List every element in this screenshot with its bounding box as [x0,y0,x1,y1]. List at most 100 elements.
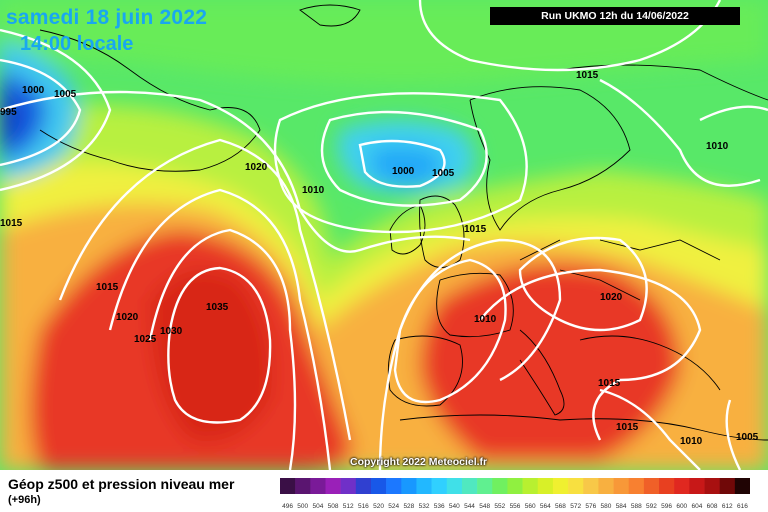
scale-swatch [446,478,463,494]
isobar-1030 [148,228,297,470]
scale-label: 552 [494,503,505,510]
scale-label: 584 [616,503,627,510]
balkans-coast [579,335,721,391]
scale-label: 572 [570,503,581,510]
scale-swatch [477,478,493,494]
isobar-1010-russia [599,78,761,187]
isobar-1035 [167,266,272,424]
legend-title: Géop z500 et pression niveau mer [8,476,235,492]
scale-swatch [522,478,539,494]
scale-label: 616 [737,503,748,510]
scale-label: 524 [388,503,399,510]
scale-label: 576 [585,503,596,510]
scale-label: 508 [328,503,339,510]
scale-label: 516 [358,503,369,510]
scale-swatch [628,478,645,494]
scale-label: 548 [479,503,490,510]
scale-label: 612 [722,503,733,510]
scale-label: 532 [419,503,430,510]
scale-label: 512 [343,503,354,510]
scale-swatch [507,478,523,494]
color-scale: 496 500 504 508 512 516 520 524 528 532 536 540 544 5… [280,478,750,510]
isobar-label: 1015 [598,378,621,389]
scale-label: 568 [555,503,566,510]
isobar-greenland-1005 [0,28,112,192]
isobar-greenland-1000 [0,58,82,167]
forecast-time: 14:00 locale [20,33,134,55]
isobar-russia-north [699,105,768,122]
scale-swatch [674,478,690,494]
isobar-label: 995 [0,107,17,118]
scale-swatch [325,478,341,494]
scale-swatch [295,478,311,494]
field-red-east [420,264,680,460]
scale-swatch [659,478,675,494]
isobar-label: 1030 [160,326,183,337]
isobar-labels: 995 1000 1005 1020 1010 1000 1005 1015 1… [0,70,759,447]
scale-swatch [355,478,372,494]
isobar-label: 1015 [576,70,599,81]
isobar-1025 [108,188,332,470]
isobar-label: 1010 [680,436,703,447]
scale-label: 580 [601,503,612,510]
scale-label: 520 [373,503,384,510]
isobar-label: 1025 [134,334,157,345]
isobar-north-1015 [418,0,722,72]
scale-swatch [583,478,599,494]
field-red-core [150,268,272,442]
geopotential-fields [0,0,768,470]
scale-label: 536 [434,503,445,510]
scale-label: 496 [282,503,293,510]
isobar-1020 [58,138,352,441]
isobar-1010-france [393,258,507,404]
scale-swatch [719,478,736,494]
scale-swatch [431,478,448,494]
scale-label: 540 [449,503,460,510]
scale-label: 596 [661,503,672,510]
scale-label: 528 [403,503,414,510]
britain-coast [419,195,465,268]
scandinavia-coast [469,86,631,231]
isobar-label: 1015 [616,422,639,433]
scale-swatch [734,478,750,494]
scale-swatch [568,478,584,494]
scale-label: 500 [297,503,308,510]
legend-subtitle: (+96h) [8,494,41,506]
scale-swatch [689,478,705,494]
run-info-badge: Run UKMO 12h du 14/06/2022 [490,7,740,25]
scale-label: 592 [646,503,657,510]
isobar-1005-east [725,399,742,470]
scale-swatch [340,478,357,494]
isobar-label: 1020 [600,292,623,303]
scale-swatch [704,478,720,494]
scale-swatch [598,478,614,494]
isobar-1015-west [0,90,471,253]
isobar-1020-europe [518,236,648,332]
ireland-coast [389,204,426,255]
scale-swatch [537,478,554,494]
field-greenland-low-deep [0,90,22,145]
isobar-label: 1015 [96,282,119,293]
isobar-low-1005 [320,110,488,207]
isobar-label: 1010 [474,314,497,325]
scale-swatch [401,478,417,494]
field-low-core [370,146,443,186]
scale-label: 556 [510,503,521,510]
greenland-coast [39,29,261,172]
arctic-russia-coast [559,64,768,101]
scale-label: 608 [707,503,718,510]
scale-swatch [613,478,630,494]
scale-swatch [492,478,508,494]
scale-swatch [310,478,326,494]
isobar-label: 1010 [706,141,729,152]
scale-swatch [416,478,432,494]
isobar-low-1000 [358,139,446,188]
isobar-label: 1035 [206,302,229,313]
france-coast [436,272,514,338]
scale-label: 600 [676,503,687,510]
isobar-label: 1005 [54,89,77,100]
isobar-1010-east [599,388,701,470]
isobar-label: 1005 [432,168,455,179]
scale-label: 604 [692,503,703,510]
isobar-label: 1015 [0,218,23,229]
